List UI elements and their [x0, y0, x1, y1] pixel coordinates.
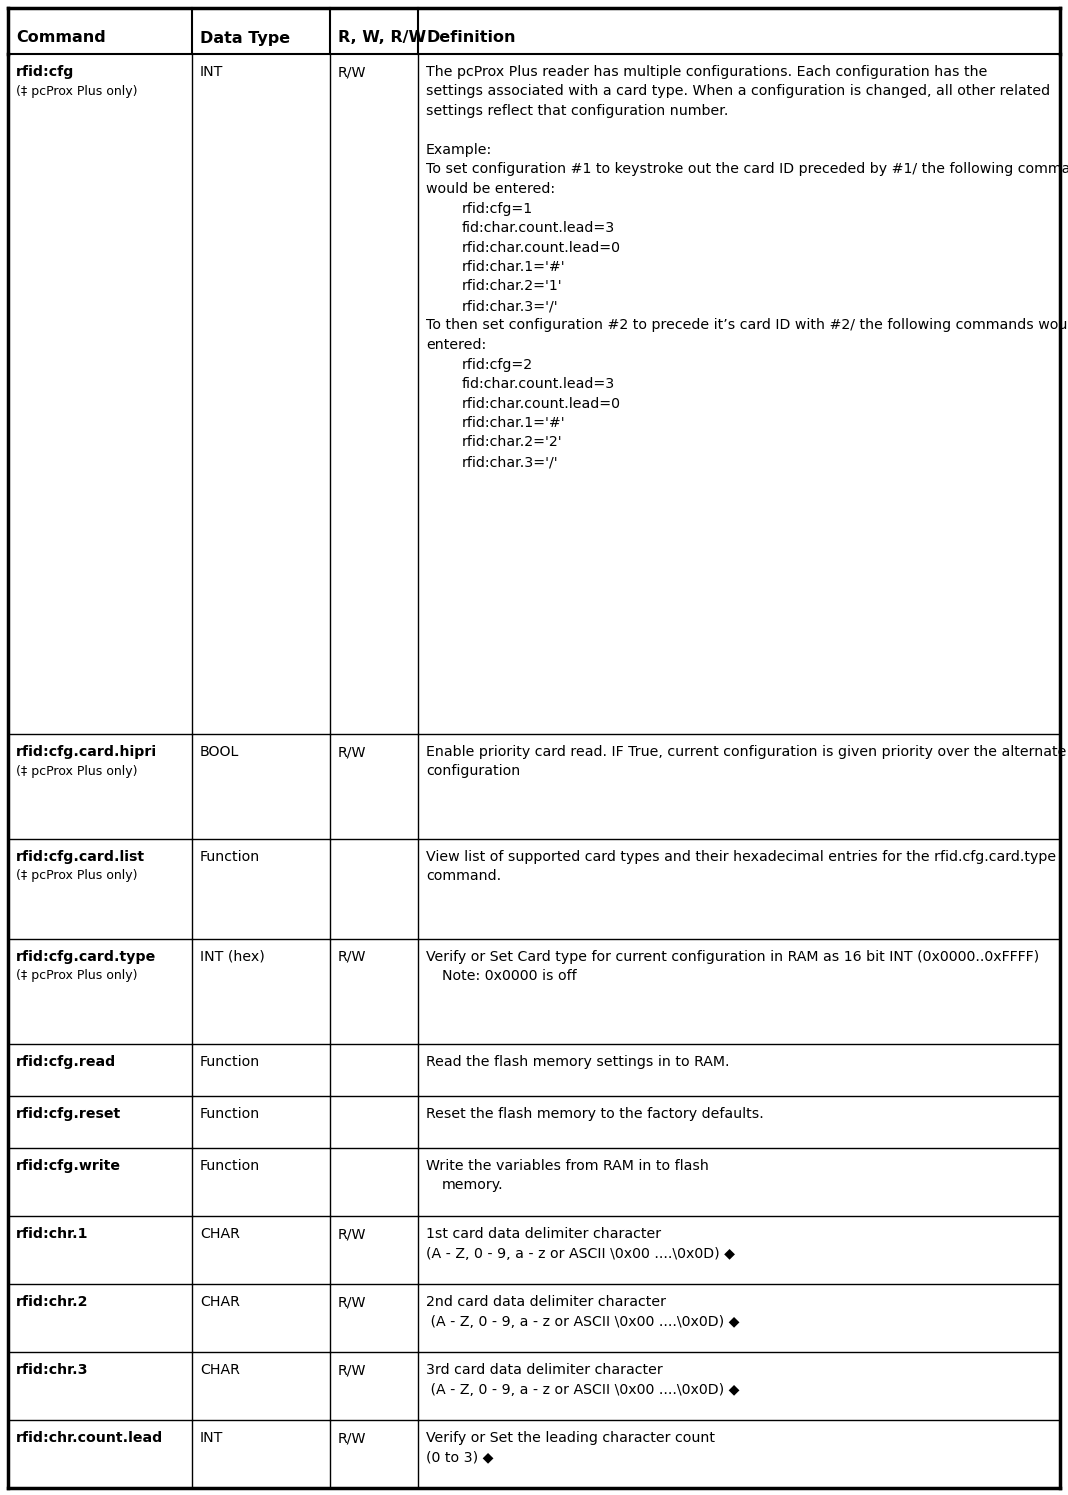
Text: rfid:chr.1: rfid:chr.1 [16, 1227, 89, 1241]
Text: R/W: R/W [337, 1227, 366, 1241]
Text: Function: Function [200, 1055, 261, 1069]
Text: fid:char.count.lead=3: fid:char.count.lead=3 [462, 221, 615, 235]
Text: CHAR: CHAR [200, 1363, 240, 1377]
Text: (A - Z, 0 - 9, a - z or ASCII \0x00 ....\0x0D) ◆: (A - Z, 0 - 9, a - z or ASCII \0x00 ....… [426, 1314, 739, 1329]
Text: (A - Z, 0 - 9, a - z or ASCII \0x00 ....\0x0D) ◆: (A - Z, 0 - 9, a - z or ASCII \0x00 ....… [426, 1383, 739, 1396]
Text: fid:char.count.lead=3: fid:char.count.lead=3 [462, 377, 615, 392]
Text: Example:: Example: [426, 144, 492, 157]
Text: INT (hex): INT (hex) [200, 949, 265, 964]
Text: rfid:cfg=2: rfid:cfg=2 [462, 357, 533, 371]
Text: Note: 0x0000 is off: Note: 0x0000 is off [442, 969, 577, 984]
Text: memory.: memory. [442, 1178, 504, 1193]
Text: rfid:chr.3: rfid:chr.3 [16, 1363, 89, 1377]
Text: Definition: Definition [426, 30, 516, 45]
Text: INT: INT [200, 64, 223, 79]
Text: rfid:char.1='#': rfid:char.1='#' [462, 260, 566, 274]
Text: rfid:char.1='#': rfid:char.1='#' [462, 416, 566, 431]
Text: R/W: R/W [337, 1431, 366, 1446]
Text: settings reflect that configuration number.: settings reflect that configuration numb… [426, 105, 728, 118]
Text: rfid:char.2='1': rfid:char.2='1' [462, 280, 563, 293]
Text: settings associated with a card type. When a configuration is changed, all other: settings associated with a card type. Wh… [426, 85, 1050, 99]
Text: rfid:cfg.card.hipri: rfid:cfg.card.hipri [16, 745, 157, 759]
Text: rfid:cfg: rfid:cfg [16, 64, 75, 79]
Text: R/W: R/W [337, 64, 366, 79]
Text: Write the variables from RAM in to flash: Write the variables from RAM in to flash [426, 1159, 709, 1174]
Text: R/W: R/W [337, 1295, 366, 1310]
Text: Verify or Set Card type for current configuration in RAM as 16 bit INT (0x0000..: Verify or Set Card type for current conf… [426, 949, 1039, 964]
Text: command.: command. [426, 870, 501, 884]
Text: CHAR: CHAR [200, 1227, 240, 1241]
Text: rfid:char.count.lead=0: rfid:char.count.lead=0 [462, 241, 621, 254]
Text: Read the flash memory settings in to RAM.: Read the flash memory settings in to RAM… [426, 1055, 729, 1069]
Text: Verify or Set the leading character count: Verify or Set the leading character coun… [426, 1431, 714, 1446]
Text: configuration: configuration [426, 764, 520, 779]
Text: rfid:cfg.reset: rfid:cfg.reset [16, 1106, 122, 1121]
Text: would be entered:: would be entered: [426, 182, 555, 196]
Text: R, W, R/W: R, W, R/W [337, 30, 426, 45]
Text: Function: Function [200, 851, 261, 864]
Text: INT: INT [200, 1431, 223, 1446]
Text: Function: Function [200, 1106, 261, 1121]
Text: 1st card data delimiter character: 1st card data delimiter character [426, 1227, 661, 1241]
Text: Command: Command [16, 30, 106, 45]
Text: Data Type: Data Type [200, 30, 290, 45]
Text: Reset the flash memory to the factory defaults.: Reset the flash memory to the factory de… [426, 1106, 764, 1121]
Text: (‡ pcProx Plus only): (‡ pcProx Plus only) [16, 870, 138, 882]
Text: rfid:char.count.lead=0: rfid:char.count.lead=0 [462, 396, 621, 411]
Text: Function: Function [200, 1159, 261, 1174]
Text: To then set configuration #2 to precede it’s card ID with #2/ the following comm: To then set configuration #2 to precede … [426, 318, 1068, 332]
Text: CHAR: CHAR [200, 1295, 240, 1310]
Text: rfid:cfg.write: rfid:cfg.write [16, 1159, 121, 1174]
Text: To set configuration #1 to keystroke out the card ID preceded by #1/ the followi: To set configuration #1 to keystroke out… [426, 163, 1068, 176]
Text: (‡ pcProx Plus only): (‡ pcProx Plus only) [16, 85, 138, 97]
Text: rfid:chr.2: rfid:chr.2 [16, 1295, 89, 1310]
Text: 3rd card data delimiter character: 3rd card data delimiter character [426, 1363, 663, 1377]
Text: rfid:char.3='/': rfid:char.3='/' [462, 299, 559, 312]
Text: rfid:chr.count.lead: rfid:chr.count.lead [16, 1431, 163, 1446]
Text: entered:: entered: [426, 338, 486, 351]
Text: rfid:char.2='2': rfid:char.2='2' [462, 435, 563, 450]
Text: The pcProx Plus reader has multiple configurations. Each configuration has the: The pcProx Plus reader has multiple conf… [426, 64, 988, 79]
Text: rfid:cfg.card.list: rfid:cfg.card.list [16, 851, 145, 864]
Text: R/W: R/W [337, 949, 366, 964]
Text: rfid:cfg.read: rfid:cfg.read [16, 1055, 116, 1069]
Text: (‡ pcProx Plus only): (‡ pcProx Plus only) [16, 969, 138, 982]
Text: (0 to 3) ◆: (0 to 3) ◆ [426, 1450, 493, 1465]
Text: rfid:char.3='/': rfid:char.3='/' [462, 454, 559, 469]
Text: BOOL: BOOL [200, 745, 239, 759]
Text: (‡ pcProx Plus only): (‡ pcProx Plus only) [16, 764, 138, 777]
Text: View list of supported card types and their hexadecimal entries for the rfid.cfg: View list of supported card types and th… [426, 851, 1056, 864]
Text: 2nd card data delimiter character: 2nd card data delimiter character [426, 1295, 666, 1310]
Text: rfid:cfg=1: rfid:cfg=1 [462, 202, 533, 215]
Text: R/W: R/W [337, 745, 366, 759]
Text: rfid:cfg.card.type: rfid:cfg.card.type [16, 949, 156, 964]
Text: Enable priority card read. IF True, current configuration is given priority over: Enable priority card read. IF True, curr… [426, 745, 1066, 759]
Text: (A - Z, 0 - 9, a - z or ASCII \0x00 ....\0x0D) ◆: (A - Z, 0 - 9, a - z or ASCII \0x00 ....… [426, 1247, 735, 1260]
Text: R/W: R/W [337, 1363, 366, 1377]
